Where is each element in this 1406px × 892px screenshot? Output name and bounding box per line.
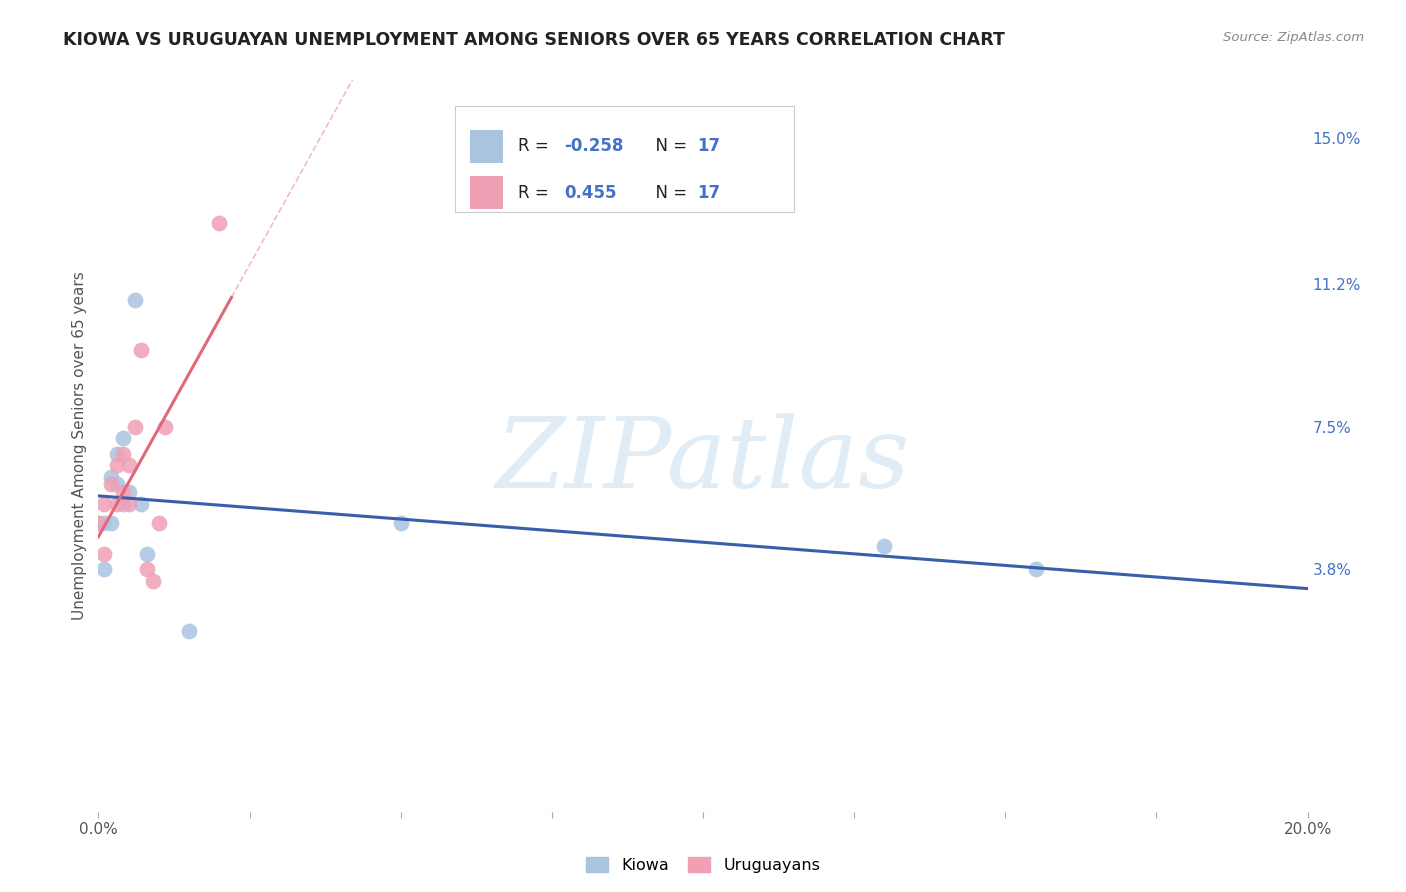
FancyBboxPatch shape [456,106,793,212]
Point [93,497,115,511]
Legend: Kiowa, Uruguayans: Kiowa, Uruguayans [579,851,827,880]
Point [93,562,115,576]
Point [124,419,146,434]
Text: 17: 17 [697,137,720,155]
FancyBboxPatch shape [470,129,503,162]
Point [389,516,412,530]
Point [111,497,134,511]
Text: N =: N = [645,184,692,202]
Point [135,562,157,576]
FancyBboxPatch shape [470,177,503,210]
Point [179,624,201,638]
Point [87,516,110,530]
Point [118,485,141,500]
Point [129,497,152,511]
Point [105,458,128,473]
Point [105,477,128,491]
Point [118,497,141,511]
Point [100,516,122,530]
Text: N =: N = [645,137,692,155]
Point [118,458,141,473]
Point [100,470,122,484]
Point [87,516,110,530]
Point [148,516,170,530]
Y-axis label: Unemployment Among Seniors over 65 years: Unemployment Among Seniors over 65 years [72,272,87,620]
Point [111,485,134,500]
Point [93,516,115,530]
Point [100,477,122,491]
Point [105,497,128,511]
Text: R =: R = [517,137,554,155]
Point [111,447,134,461]
Point [142,574,165,588]
Text: 17: 17 [697,184,720,202]
Point [129,343,152,357]
Point [208,216,231,230]
Point [135,547,157,561]
Point [873,539,896,553]
Text: ZIPatlas: ZIPatlas [496,413,910,508]
Text: R =: R = [517,184,560,202]
Point [153,419,176,434]
Point [111,431,134,445]
Point [124,293,146,307]
Text: Source: ZipAtlas.com: Source: ZipAtlas.com [1223,31,1364,45]
Text: -0.258: -0.258 [564,137,623,155]
Text: KIOWA VS URUGUAYAN UNEMPLOYMENT AMONG SENIORS OVER 65 YEARS CORRELATION CHART: KIOWA VS URUGUAYAN UNEMPLOYMENT AMONG SE… [63,31,1005,49]
Point [93,547,115,561]
Point [1024,562,1046,576]
Text: 0.455: 0.455 [564,184,616,202]
Point [105,447,128,461]
